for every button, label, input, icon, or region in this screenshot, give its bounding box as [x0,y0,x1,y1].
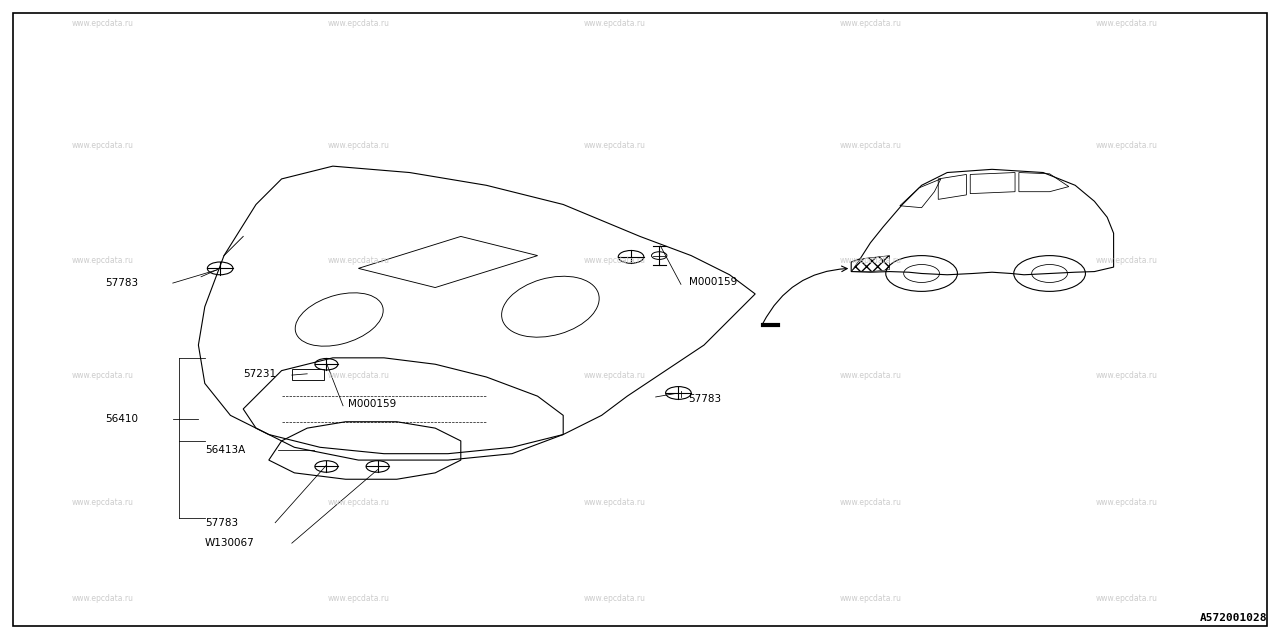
Text: M000159: M000159 [348,399,397,409]
Text: www.epcdata.ru: www.epcdata.ru [72,256,133,265]
Text: www.epcdata.ru: www.epcdata.ru [1096,498,1157,507]
Text: 56410: 56410 [105,413,138,424]
Text: W130067: W130067 [205,538,255,548]
Text: www.epcdata.ru: www.epcdata.ru [840,594,901,603]
Text: www.epcdata.ru: www.epcdata.ru [72,371,133,380]
Text: www.epcdata.ru: www.epcdata.ru [584,594,645,603]
Text: www.epcdata.ru: www.epcdata.ru [328,19,389,28]
Text: www.epcdata.ru: www.epcdata.ru [328,371,389,380]
Text: www.epcdata.ru: www.epcdata.ru [328,498,389,507]
Text: A572001028: A572001028 [1199,613,1267,623]
Text: www.epcdata.ru: www.epcdata.ru [840,19,901,28]
Text: www.epcdata.ru: www.epcdata.ru [584,256,645,265]
Text: www.epcdata.ru: www.epcdata.ru [840,141,901,150]
Text: www.epcdata.ru: www.epcdata.ru [584,141,645,150]
Text: M000159: M000159 [689,277,737,288]
Text: www.epcdata.ru: www.epcdata.ru [584,19,645,28]
Text: www.epcdata.ru: www.epcdata.ru [1096,256,1157,265]
Text: www.epcdata.ru: www.epcdata.ru [1096,371,1157,380]
Text: www.epcdata.ru: www.epcdata.ru [72,594,133,603]
Text: www.epcdata.ru: www.epcdata.ru [584,498,645,507]
Text: 57783: 57783 [205,518,238,528]
Text: www.epcdata.ru: www.epcdata.ru [328,141,389,150]
Text: www.epcdata.ru: www.epcdata.ru [1096,141,1157,150]
Text: www.epcdata.ru: www.epcdata.ru [1096,19,1157,28]
Text: www.epcdata.ru: www.epcdata.ru [840,371,901,380]
Text: www.epcdata.ru: www.epcdata.ru [840,256,901,265]
Text: www.epcdata.ru: www.epcdata.ru [72,141,133,150]
Text: 56413A: 56413A [205,445,244,456]
Text: 57783: 57783 [689,394,722,404]
Text: 57231: 57231 [243,369,276,379]
Text: www.epcdata.ru: www.epcdata.ru [72,498,133,507]
Text: www.epcdata.ru: www.epcdata.ru [328,256,389,265]
Text: www.epcdata.ru: www.epcdata.ru [72,19,133,28]
Text: 57783: 57783 [105,278,138,288]
Text: www.epcdata.ru: www.epcdata.ru [1096,594,1157,603]
Text: www.epcdata.ru: www.epcdata.ru [584,371,645,380]
Text: www.epcdata.ru: www.epcdata.ru [840,498,901,507]
Text: www.epcdata.ru: www.epcdata.ru [328,594,389,603]
Bar [292,369,324,380]
